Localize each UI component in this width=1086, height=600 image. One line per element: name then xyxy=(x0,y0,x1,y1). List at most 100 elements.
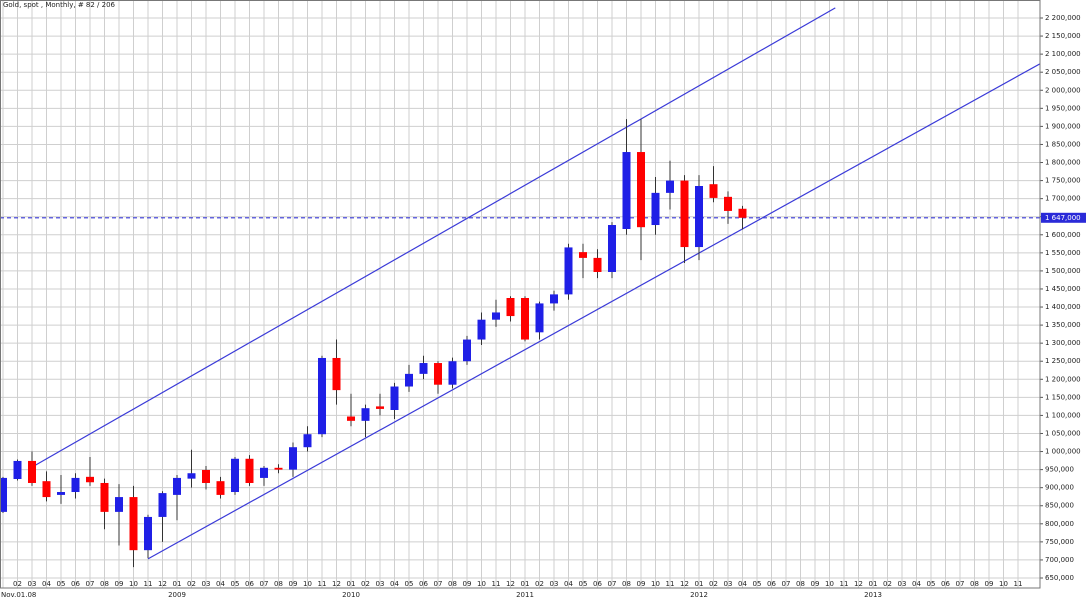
x-tick-label: 03 xyxy=(550,580,559,588)
x-tick-label: 07 xyxy=(608,580,617,588)
y-tick-label: 1 600,000 xyxy=(1045,231,1081,239)
x-tick-label: 09 xyxy=(985,580,994,588)
candle-body xyxy=(28,460,36,483)
x-tick-label: 09 xyxy=(463,580,472,588)
trendline xyxy=(31,7,836,468)
candle-body xyxy=(361,408,370,421)
y-tick-label: 2 200,000 xyxy=(1045,14,1081,22)
x-tick-label: 06 xyxy=(419,580,428,588)
candle-body xyxy=(42,481,51,498)
x-tick-label: 05 xyxy=(927,580,936,588)
x-tick-label: 02 xyxy=(187,580,196,588)
y-tick-label: 1 450,000 xyxy=(1045,285,1081,293)
x-tick-label: 09 xyxy=(115,580,124,588)
candle-body xyxy=(579,252,587,258)
candle-body xyxy=(521,298,529,340)
x-tick-label: 01 xyxy=(521,580,530,588)
x-tick-label: 04 xyxy=(912,580,921,588)
x-tick-label: 12 xyxy=(506,580,515,588)
current-price-label: 1 647,000 xyxy=(1045,214,1081,222)
x-tick-label: 05 xyxy=(57,580,66,588)
y-tick-label: 2 000,000 xyxy=(1045,86,1081,94)
x-tick-label: 04 xyxy=(390,580,399,588)
y-tick-label: 700,000 xyxy=(1045,556,1074,564)
candle-body xyxy=(318,357,326,435)
x-tick-label: 03 xyxy=(202,580,211,588)
y-tick-label: 1 400,000 xyxy=(1045,303,1081,311)
candle-body xyxy=(274,467,283,470)
candle-body xyxy=(57,492,65,495)
y-tick-label: 1 850,000 xyxy=(1045,140,1081,148)
x-tick-label: 05 xyxy=(579,580,588,588)
y-tick-label: 1 550,000 xyxy=(1045,249,1081,257)
x-tick-label: 06 xyxy=(71,580,80,588)
candle-body xyxy=(738,208,747,218)
x-tick-label: 10 xyxy=(477,580,486,588)
y-tick-label: 2 150,000 xyxy=(1045,32,1081,40)
candle-body xyxy=(245,458,254,483)
candle-body xyxy=(637,152,645,228)
candle-body xyxy=(448,361,457,385)
y-tick-label: 950,000 xyxy=(1045,466,1074,474)
chart-title: Gold, spot , Monthly, # 82 / 206 xyxy=(3,1,116,9)
x-tick-label: 12 xyxy=(854,580,863,588)
x-tick-label: 05 xyxy=(405,580,414,588)
x-tick-label: 01 xyxy=(695,580,704,588)
candle-body xyxy=(506,298,515,317)
x-tick-label: 10 xyxy=(303,580,312,588)
x-tick-label: 10 xyxy=(825,580,834,588)
candle-body xyxy=(0,477,7,512)
x-tick-label: 06 xyxy=(767,580,776,588)
y-tick-label: 1 050,000 xyxy=(1045,429,1081,437)
x-tick-label: 01 xyxy=(347,580,356,588)
candle-body xyxy=(666,180,674,193)
x-tick-label: 11 xyxy=(1014,580,1023,588)
year-label: 2011 xyxy=(516,591,534,599)
x-tick-label: 03 xyxy=(724,580,733,588)
y-tick-label: 850,000 xyxy=(1045,502,1074,510)
y-tick-label: 1 250,000 xyxy=(1045,357,1081,365)
candle-body xyxy=(216,481,225,495)
x-tick-label: 12 xyxy=(158,580,167,588)
x-tick-label: 11 xyxy=(318,580,327,588)
x-tick-label: 02 xyxy=(883,580,892,588)
x-tick-label: 08 xyxy=(100,580,109,588)
candle-body xyxy=(100,482,109,512)
candle-body xyxy=(724,196,732,211)
candle-body xyxy=(680,180,689,248)
x-tick-label: 10 xyxy=(129,580,138,588)
candle-body xyxy=(303,434,312,448)
x-tick-label: 11 xyxy=(840,580,849,588)
x-tick-label: 11 xyxy=(666,580,675,588)
year-label: 2010 xyxy=(342,591,360,599)
x-tick-label: 07 xyxy=(260,580,269,588)
y-tick-label: 1 300,000 xyxy=(1045,339,1081,347)
candle-body xyxy=(376,406,384,409)
candle-body xyxy=(709,184,718,198)
x-tick-label: 06 xyxy=(245,580,254,588)
candle-body xyxy=(535,303,544,333)
x-tick-label: 02 xyxy=(709,580,718,588)
y-tick-label: 1 750,000 xyxy=(1045,177,1081,185)
year-label: 2009 xyxy=(168,591,186,599)
x-tick-label: 07 xyxy=(782,580,791,588)
y-tick-label: 1 150,000 xyxy=(1045,393,1081,401)
candle-body xyxy=(347,416,355,421)
x-tick-label: 08 xyxy=(448,580,457,588)
candle-body xyxy=(158,493,167,517)
candle-body xyxy=(651,192,660,226)
candle-body xyxy=(390,386,399,410)
x-tick-label: 02 xyxy=(535,580,544,588)
trendline xyxy=(147,63,1040,560)
x-tick-label: 10 xyxy=(651,580,660,588)
x-tick-label: 09 xyxy=(637,580,646,588)
candle-body xyxy=(144,516,152,551)
candle-body xyxy=(593,257,602,272)
candle-body xyxy=(202,469,210,483)
x-tick-label: 06 xyxy=(593,580,602,588)
candle-body xyxy=(13,460,22,480)
x-tick-label: 09 xyxy=(289,580,298,588)
y-tick-label: 1 700,000 xyxy=(1045,195,1081,203)
x-tick-label: 02 xyxy=(13,580,22,588)
